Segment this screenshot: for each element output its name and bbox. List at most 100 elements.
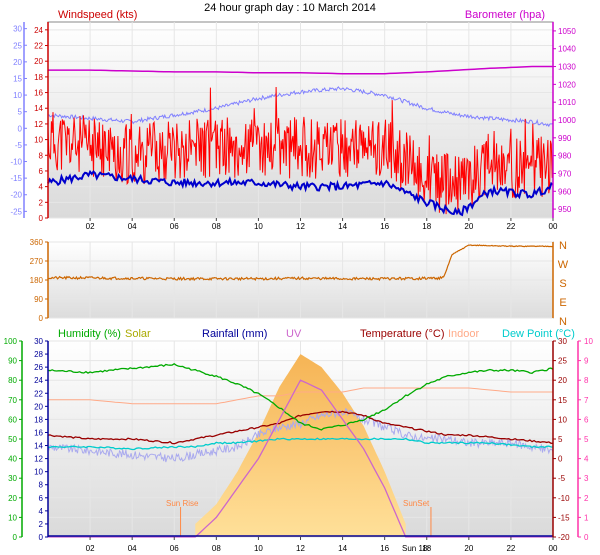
compass-label: S [559,278,566,290]
rainfall-tick-label: 6 [39,494,44,503]
temperature-tick-label: -10 [558,494,570,503]
sunset-time-fragment: Sun 18: [402,544,430,553]
humidity-tick-label: 0 [13,533,18,542]
outer-tick-label: 15 [13,74,22,83]
barometer-tick-label: 990 [558,134,572,143]
direction-line [47,244,554,282]
weather-x-tick-label: 14 [338,544,347,553]
direction-tick-label: 180 [30,276,44,285]
compass-label: N [559,240,567,252]
rainfall-label: Rainfall (mm) [202,328,267,340]
humidity-tick-label: 10 [8,513,17,522]
wind-tick-label: 6 [39,167,44,176]
barometer-tick-label: 1030 [558,63,576,72]
humidity-label: Humidity (%) [58,328,121,340]
wind-x-tick-label: 08 [212,222,221,231]
barometer-tick-label: 980 [558,152,572,161]
weather-x-tick-label: 00 [549,544,558,553]
barometer-line [48,65,553,75]
outer-tick-label: -15 [10,174,22,183]
uv-tick-label: 7 [584,396,589,405]
outer-tick-label: -10 [10,158,22,167]
humidity-tick-label: 60 [8,415,17,424]
indoor-label: Indoor [448,328,480,340]
uv-tick-label: 9 [584,357,589,366]
uv-tick-label: 3 [584,474,589,483]
rainfall-tick-label: 16 [34,428,43,437]
rainfall-tick-label: 4 [39,507,44,516]
humidity-tick-label: 90 [8,357,17,366]
weather-x-tick-label: 02 [86,544,95,553]
wind-tick-label: 0 [39,214,44,223]
rainfall-tick-label: 10 [34,468,43,477]
direction-tick-label: 0 [39,314,44,323]
wind-x-tick-label: 02 [86,222,95,231]
wind-x-tick-label: 10 [254,222,263,231]
rainfall-tick-label: 0 [39,533,44,542]
compass-label: N [559,316,567,328]
uv-tick-label: 1 [584,513,589,522]
rainfall-tick-label: 14 [34,442,43,451]
compass-label: E [559,297,566,309]
humidity-tick-label: 70 [8,396,17,405]
wind-x-tick-label: 12 [296,222,305,231]
temperature-tick-label: 25 [558,357,567,366]
dewpoint-label: Dew Point (°C) [502,328,575,340]
weather-x-tick-label: 06 [170,544,179,553]
wind-x-tick-label: 00 [549,222,558,231]
humidity-tick-label: 80 [8,376,17,385]
rainfall-tick-label: 22 [34,389,43,398]
solar-label: Solar [125,328,151,340]
temperature-tick-label: 15 [558,396,567,405]
windspeed-label: Windspeed (kts) [58,9,137,21]
temperature-tick-label: 10 [558,415,567,424]
wind-x-tick-label: 14 [338,222,347,231]
weather-x-tick-label: 10 [254,544,263,553]
temperature-line [47,410,554,445]
wind-average-line [47,169,554,217]
barometer-tick-label: 1010 [558,98,576,107]
wind-tick-label: 22 [34,42,43,51]
outer-tick-label: 25 [13,41,22,50]
uv-tick-label: 0 [584,533,589,542]
rainfall-tick-label: 12 [34,455,43,464]
temperature-tick-label: 5 [558,435,563,444]
direction-tick-label: 360 [30,238,44,247]
uv-tick-label: 10 [584,337,593,346]
rainfall-tick-label: 18 [34,415,43,424]
wind-tick-label: 16 [34,89,43,98]
wind-tick-label: 18 [34,73,43,82]
barometer-tick-label: 1040 [558,45,576,54]
rainfall-tick-label: 2 [39,520,44,529]
outer-tick-label: 20 [13,58,22,67]
temperature-tick-label: -15 [558,513,570,522]
rainfall-tick-label: 30 [34,337,43,346]
outer-tick-label: 30 [13,25,22,34]
compass-label: W [558,259,569,271]
barometer-tick-label: 1050 [558,27,576,36]
barometer-tick-label: 960 [558,187,572,196]
humidity-tick-label: 50 [8,435,17,444]
weather-x-tick-label: 20 [464,544,473,553]
humidity-tick-label: 40 [8,455,17,464]
wind-x-tick-label: 04 [128,222,137,231]
outer-temperature-line [47,86,554,128]
sunrise-label: Sun Rise [166,499,199,508]
direction-tick-label: 90 [34,295,43,304]
temperature-label: Temperature (°C) [360,328,444,340]
chart-title: 24 hour graph day : 10 March 2014 [204,2,376,14]
weather-x-tick-label: 22 [506,544,515,553]
weather-x-tick-label: 16 [380,544,389,553]
temperature-tick-label: 20 [558,376,567,385]
uv-tick-label: 2 [584,494,589,503]
temperature-tick-label: -20 [558,533,570,542]
wind-x-tick-label: 16 [380,222,389,231]
outer-tick-label: -5 [15,141,23,150]
rainfall-tick-label: 8 [39,481,44,490]
solar-area [195,354,406,537]
wind-x-tick-label: 18 [422,222,431,231]
humidity-line [47,363,554,431]
rainfall-tick-label: 28 [34,350,43,359]
wind-tick-label: 4 [39,183,44,192]
wind-x-tick-label: 20 [464,222,473,231]
